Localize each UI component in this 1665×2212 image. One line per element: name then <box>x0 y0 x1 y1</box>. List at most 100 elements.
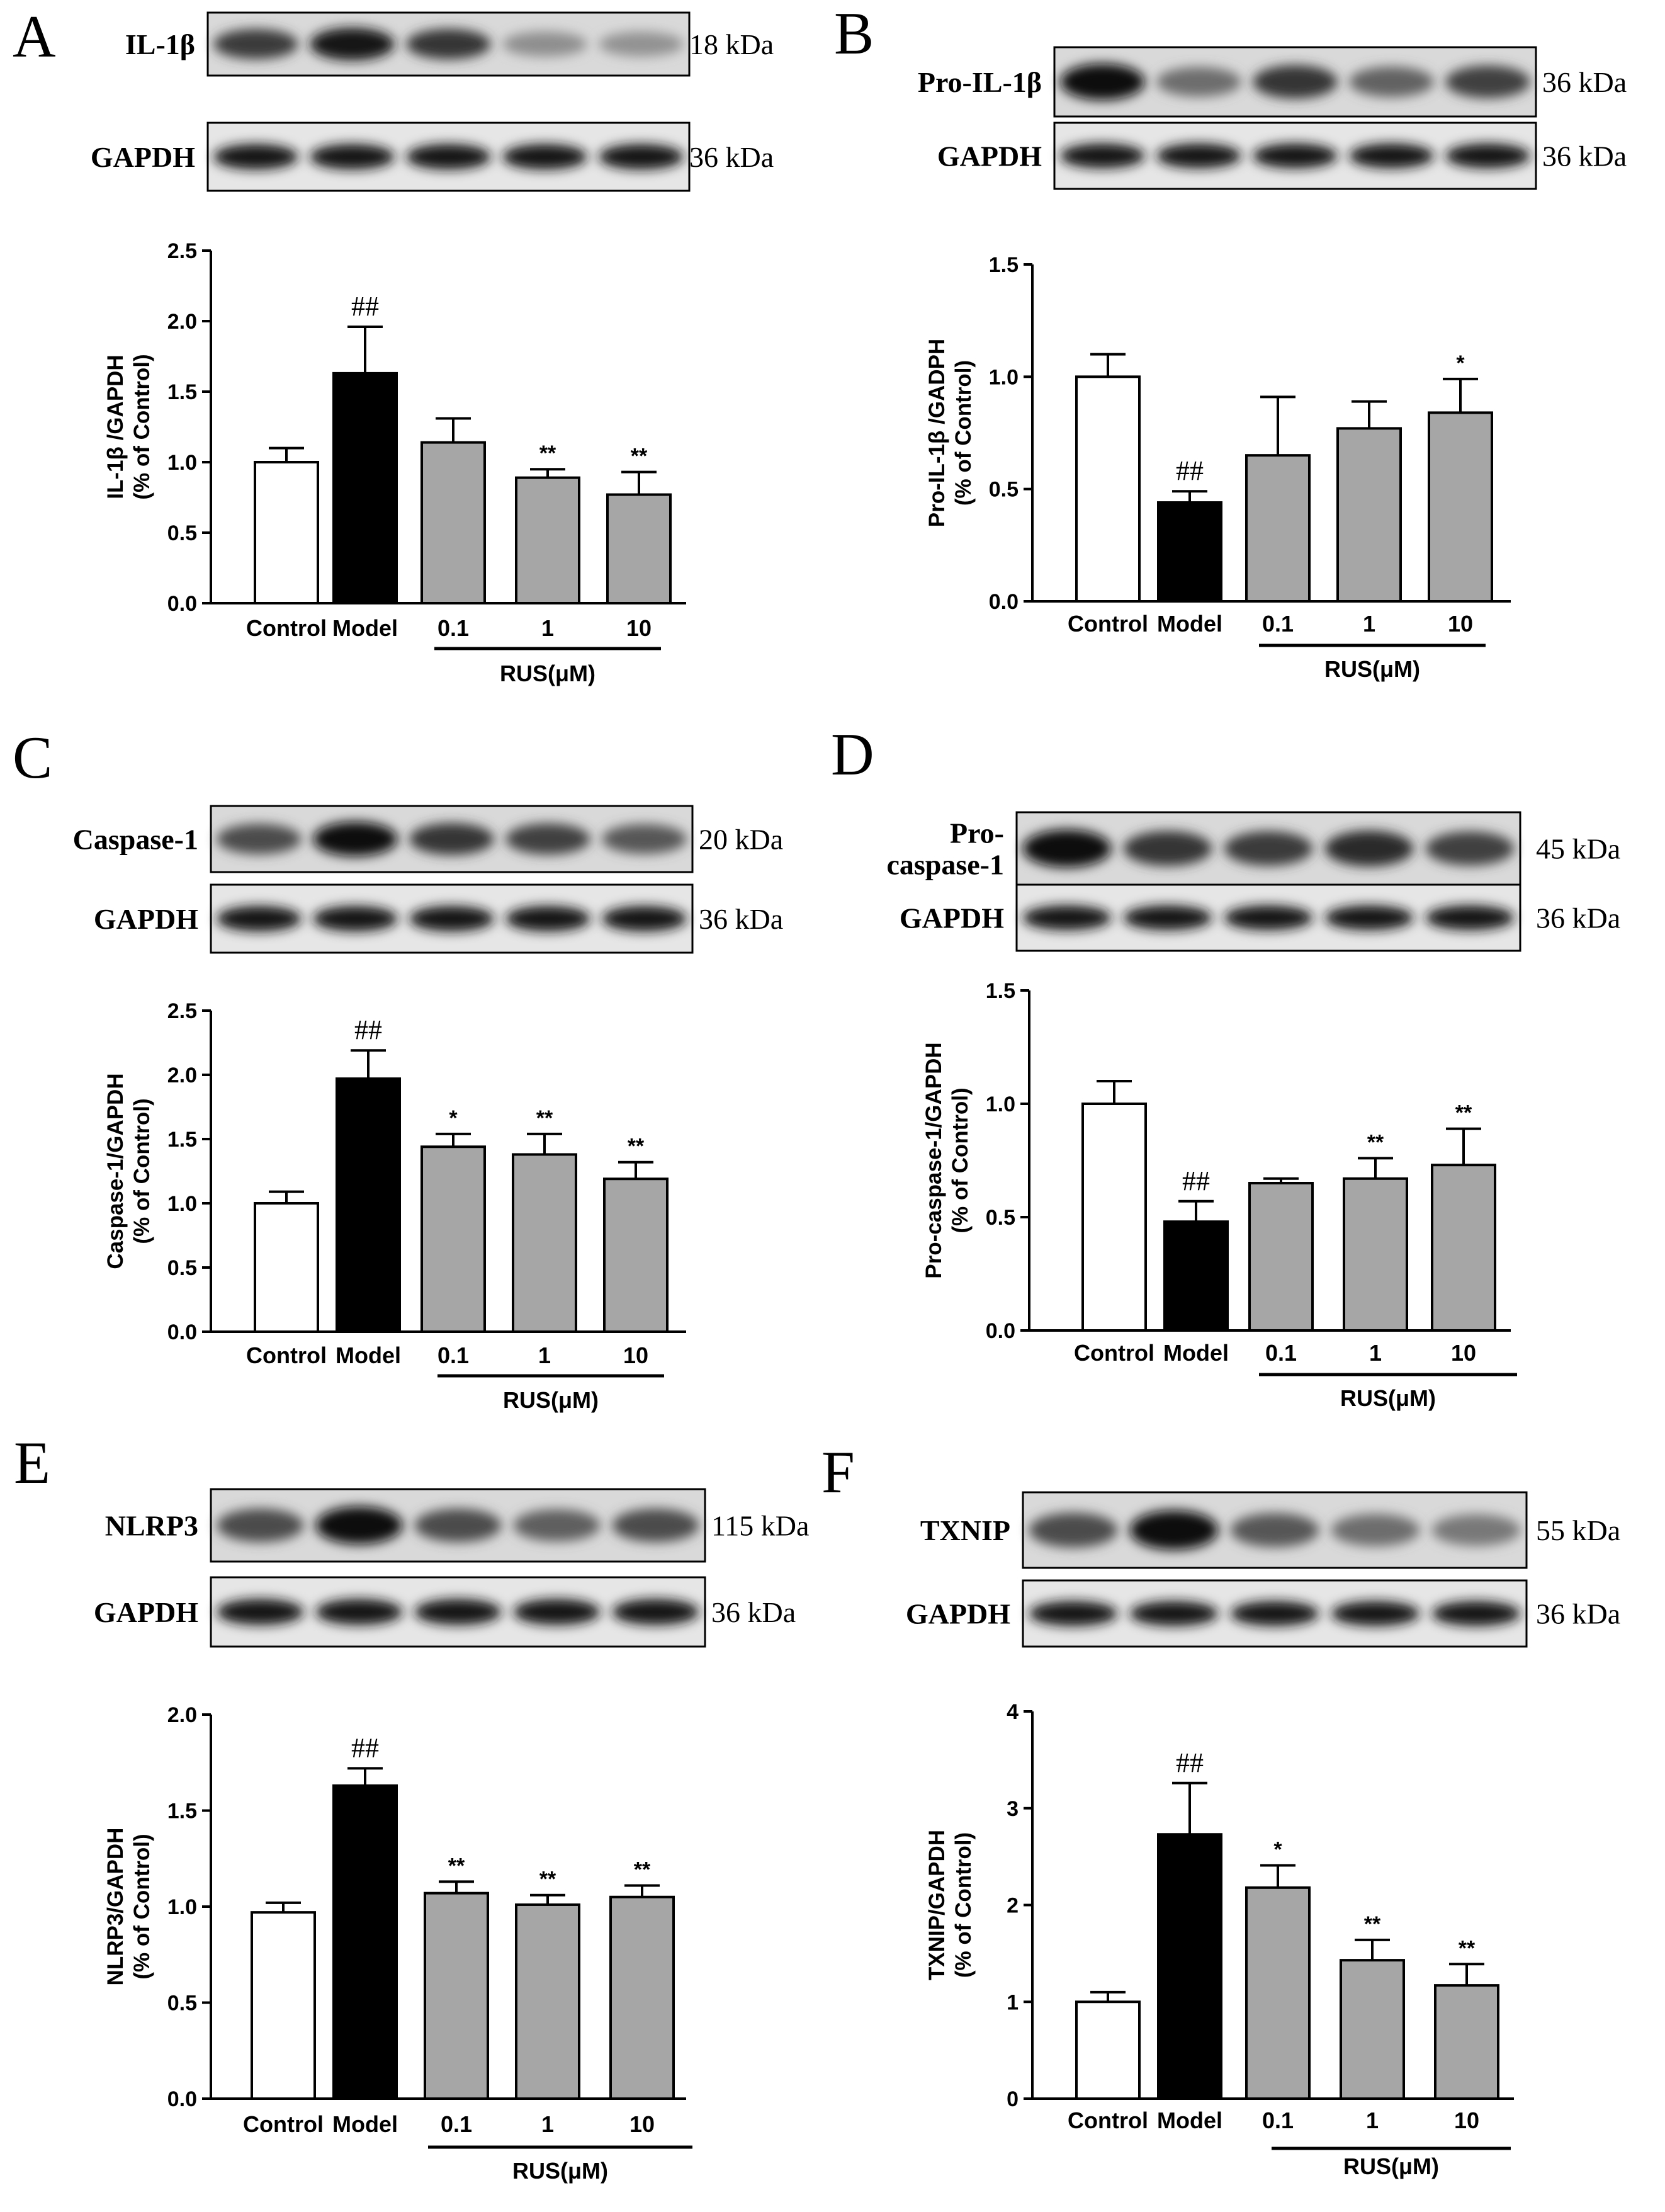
blot-band <box>409 905 494 932</box>
x-tick-label: Model <box>332 615 398 641</box>
bar-1 <box>515 476 580 605</box>
kda-label: 45 kDa <box>1536 833 1620 865</box>
bar-1 <box>1340 1959 1405 2100</box>
bar-0-1 <box>420 441 486 605</box>
blot-band <box>505 905 590 932</box>
blot-band <box>502 144 587 170</box>
y-axis-label: (% of Control) <box>951 1832 976 1978</box>
panel-letter: B <box>834 0 874 67</box>
blot-label: IL-1β <box>125 28 195 60</box>
bar-0-1 <box>1248 1182 1314 1332</box>
significance-label: ** <box>539 441 556 465</box>
y-tick-label: 1.0 <box>986 1092 1015 1116</box>
blot-label: Pro-IL-1β <box>918 66 1042 98</box>
kda-label: 18 kDa <box>689 28 774 60</box>
blot-row-gapdh: GAPDH 36 kDa <box>906 1579 1620 1648</box>
blot-band <box>217 1599 304 1625</box>
x-tick-label: Control <box>1074 1340 1154 1366</box>
bar-model <box>332 1784 398 2101</box>
blot-band <box>313 822 398 856</box>
x-tick-label: 1 <box>1369 1340 1382 1366</box>
y-axis-label: IL-1β /GAPDH <box>103 354 128 499</box>
kda-label: 36 kDa <box>1542 140 1627 173</box>
bar-chart: 0.0 0.5 1.0 1.5 Pro-caspase-1/GAPDH (% of Con… <box>922 979 1517 1411</box>
significance-label: ## <box>1176 455 1204 486</box>
blot-row-gapdh: GAPDH 36 kDa <box>94 883 783 954</box>
x-tick-label: 0.1 <box>1262 611 1294 637</box>
y-tick-label: 0.5 <box>986 1206 1015 1230</box>
x-tick-label: 10 <box>1448 611 1473 637</box>
y-tick-label: 1.5 <box>986 979 1015 1003</box>
group-label: RUS(μM) <box>503 1387 599 1413</box>
y-axis-label: Caspase-1/GAPDH <box>103 1073 128 1269</box>
kda-label: 36 kDa <box>699 903 783 935</box>
blot-band <box>1029 1512 1118 1548</box>
significance-label: ## <box>351 291 379 322</box>
y-tick-label: 0.0 <box>167 592 197 616</box>
x-tick-label: 10 <box>1454 2107 1479 2133</box>
y-tick-label: 0.5 <box>989 478 1019 502</box>
group-label: RUS(μM) <box>1324 656 1420 682</box>
blot-band <box>1230 1512 1319 1548</box>
significance-label: * <box>449 1106 458 1130</box>
kda-label: 55 kDa <box>1536 1514 1620 1546</box>
x-tick-label: Control <box>246 615 327 641</box>
significance-label: * <box>1456 351 1465 375</box>
blot-label: GAPDH <box>91 141 195 173</box>
x-tick-label: Model <box>1157 611 1222 637</box>
panel-letter: F <box>821 1439 855 1506</box>
y-axis-label: NLRP3/GAPDH <box>103 1828 128 1986</box>
blot-band <box>1331 1514 1420 1546</box>
blot-band <box>217 1508 304 1543</box>
significance-label: ** <box>631 445 648 468</box>
bar-chart: 0.0 0.5 1.0 1.5 2.0 2.5 Caspase-1/GAPDH (% of C… <box>103 999 686 1413</box>
blot-band <box>1349 66 1434 98</box>
blot-band <box>1253 143 1338 169</box>
bar-10 <box>1434 1984 1499 2101</box>
blot-band <box>313 905 398 932</box>
blot-row-target: Caspase-1 20 kDa <box>73 805 783 873</box>
x-tick-label: 1 <box>541 2111 554 2137</box>
blot-label: GAPDH <box>937 140 1042 173</box>
blot-band <box>1431 1514 1521 1546</box>
panel-letter: D <box>831 721 874 788</box>
bar-0-1 <box>1245 454 1311 603</box>
y-tick-label: 0 <box>1007 2087 1019 2111</box>
y-axis-label: TXNIP/GAPDH <box>925 1830 949 1980</box>
y-tick-label: 0.5 <box>167 1992 197 2016</box>
y-axis-label: Pro-caspase-1/GAPDH <box>922 1042 946 1278</box>
blot-band <box>1331 1601 1420 1626</box>
panel-e: E NLRP3 115 kDa GAPDH 36 kDa 0.0 0.5 1.0 1.5 2.0 N… <box>14 1429 809 2184</box>
blot-band <box>1123 905 1212 931</box>
kda-label: 36 kDa <box>1536 1598 1620 1630</box>
y-tick-label: 0.0 <box>167 2087 197 2111</box>
blot-row-target: TXNIP 55 kDa <box>920 1491 1620 1569</box>
y-axis-label: (% of Control) <box>951 360 976 506</box>
bar-control <box>251 1911 316 2100</box>
blot-row-target: Pro-IL-1β 36 kDa <box>918 46 1627 118</box>
blot-band <box>315 1599 403 1625</box>
significance-label: ** <box>634 1858 651 1881</box>
bar-control <box>1081 1103 1147 1332</box>
blot-band <box>1123 831 1212 866</box>
significance-label: ## <box>1176 1747 1204 1778</box>
x-tick-label: 0.1 <box>437 615 469 641</box>
significance-label: ** <box>1455 1101 1472 1125</box>
significance-label: ** <box>539 1868 556 1892</box>
x-tick-label: Control <box>1068 2107 1148 2133</box>
kda-label: 36 kDa <box>689 141 774 173</box>
significance-label: ** <box>1459 1936 1476 1960</box>
x-tick-label: 1 <box>538 1342 551 1368</box>
blot-band <box>414 1508 502 1543</box>
significance-label: ## <box>351 1732 379 1763</box>
bar-10 <box>1431 1164 1496 1332</box>
bar-0-1 <box>1245 1886 1311 2100</box>
bar-control <box>1075 2000 1141 2100</box>
blot-label: GAPDH <box>94 1596 198 1628</box>
group-label: RUS(μM) <box>500 661 595 686</box>
significance-label: ## <box>1182 1166 1210 1196</box>
blot-band <box>1425 831 1515 866</box>
y-tick-label: 1.0 <box>167 451 197 475</box>
significance-label: ** <box>1364 1912 1381 1936</box>
group-label: RUS(μM) <box>1343 2153 1439 2179</box>
